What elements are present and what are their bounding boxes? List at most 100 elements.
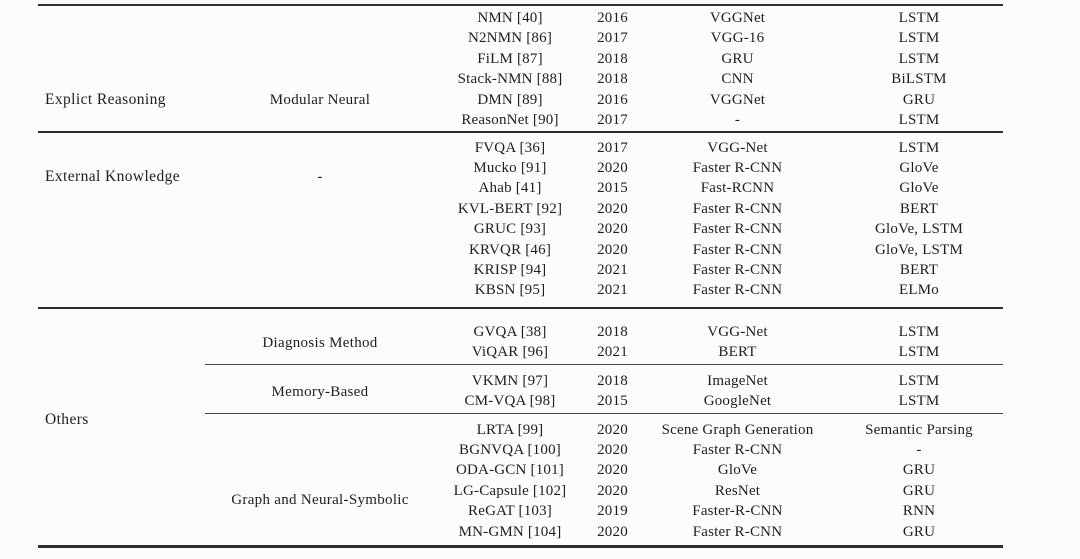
table-row: FVQA [36] 2017 VGG-Net LSTM xyxy=(435,138,1003,158)
visual-cell: GloVe xyxy=(717,462,758,479)
table-row: VKMN [97] 2018 ImageNet LSTM xyxy=(435,371,1003,391)
encoder-cell: RNN xyxy=(902,503,936,520)
year-cell: 2020 xyxy=(597,160,628,177)
encoder-cell: - xyxy=(916,442,922,459)
encoder-cell: LSTM xyxy=(898,9,940,26)
method-cell: N2NMN [86] xyxy=(467,30,553,47)
rule-section1-bottom xyxy=(38,131,1003,133)
visual-cell: Faster R-CNN xyxy=(692,262,783,279)
table-row: KBSN [95] 2021 Faster R-CNN ELMo xyxy=(435,281,1003,301)
year-cell: 2017 xyxy=(597,30,628,47)
encoder-cell: GRU xyxy=(902,462,936,479)
table-row: KVL-BERT [92] 2020 Faster R-CNN BERT xyxy=(435,199,1003,219)
method-cell: KVL-BERT [92] xyxy=(457,200,563,217)
visual-cell: ImageNet xyxy=(707,372,768,389)
method-cell: KBSN [95] xyxy=(474,282,546,299)
year-cell: 2020 xyxy=(597,421,628,438)
encoder-cell: GRU xyxy=(902,523,936,540)
section1-rows: NMN [40] 2016 VGGNet LSTM N2NMN [86] 201… xyxy=(435,8,1003,131)
method-cell: BGNVQA [100] xyxy=(459,442,561,459)
section3-graph-rows: LRTA [99] 2020 Scene Graph Generation Se… xyxy=(435,420,1003,542)
table-row: N2NMN [86] 2017 VGG-16 LSTM xyxy=(435,29,1003,50)
encoder-cell: GloVe xyxy=(899,160,939,177)
visual-cell: VGG-Net xyxy=(707,323,768,340)
visual-cell: CNN xyxy=(721,71,754,88)
year-cell: 2020 xyxy=(597,462,628,479)
encoder-cell: GloVe xyxy=(899,180,939,197)
method-cell: CM-VQA [98] xyxy=(464,393,556,410)
method-cell: Mucko [91] xyxy=(473,160,547,177)
year-cell: 2020 xyxy=(597,200,628,217)
section2-rows: FVQA [36] 2017 VGG-Net LSTM Mucko [91] 2… xyxy=(435,138,1003,301)
table-row: MN-GMN [104] 2020 Faster R-CNN GRU xyxy=(435,522,1003,542)
encoder-cell: LSTM xyxy=(898,50,940,67)
encoder-cell: BERT xyxy=(899,262,939,279)
method-cell: FVQA [36] xyxy=(474,139,546,156)
year-cell: 2016 xyxy=(597,9,628,26)
method-cell: LRTA [99] xyxy=(476,421,544,438)
table-row: DMN [89] 2016 VGGNet GRU xyxy=(435,90,1003,111)
year-cell: 2018 xyxy=(597,50,628,67)
visual-cell: VGG-Net xyxy=(707,139,768,156)
method-cell: ODA-GCN [101] xyxy=(455,462,564,479)
subcategory-diagnosis-method: Diagnosis Method xyxy=(262,335,378,351)
year-cell: 2019 xyxy=(597,503,628,520)
visual-cell: Fast-RCNN xyxy=(700,180,775,197)
method-cell: LG-Capsule [102] xyxy=(453,482,567,499)
table-row: GVQA [38] 2018 VGG-Net LSTM xyxy=(435,322,1003,342)
table-row: KRISP [94] 2021 Faster R-CNN BERT xyxy=(435,260,1003,280)
table-row: GRUC [93] 2020 Faster R-CNN GloVe, LSTM xyxy=(435,220,1003,240)
category-others: Others xyxy=(45,411,89,428)
method-cell: GRUC [93] xyxy=(473,221,547,238)
table-row: CM-VQA [98] 2015 GoogleNet LSTM xyxy=(435,391,1003,411)
year-cell: 2016 xyxy=(597,91,628,108)
method-cell: ReGAT [103] xyxy=(468,503,552,520)
encoder-cell: GRU xyxy=(902,91,936,108)
table-row: LRTA [99] 2020 Scene Graph Generation Se… xyxy=(435,420,1003,440)
method-cell: ReasonNet [90] xyxy=(461,112,559,129)
visual-cell: VGG-16 xyxy=(710,30,765,47)
year-cell: 2018 xyxy=(597,323,628,340)
year-cell: 2021 xyxy=(597,282,628,299)
visual-cell: GoogleNet xyxy=(703,393,772,410)
year-cell: 2017 xyxy=(597,112,628,129)
table-row: BGNVQA [100] 2020 Faster R-CNN - xyxy=(435,440,1003,460)
method-cell: VKMN [97] xyxy=(471,372,549,389)
visual-cell: VGGNet xyxy=(709,9,766,26)
rule-section2-bottom xyxy=(38,307,1003,309)
table-row: Stack-NMN [88] 2018 CNN BiLSTM xyxy=(435,70,1003,91)
year-cell: 2021 xyxy=(597,262,628,279)
year-cell: 2017 xyxy=(597,139,628,156)
method-cell: KRVQR [46] xyxy=(468,241,552,258)
method-cell: FiLM [87] xyxy=(477,50,543,67)
method-cell: ViQAR [96] xyxy=(471,344,549,361)
section3-diagnosis-rows: GVQA [38] 2018 VGG-Net LSTM ViQAR [96] 2… xyxy=(435,322,1003,363)
encoder-cell: LSTM xyxy=(898,139,940,156)
table-row: Ahab [41] 2015 Fast-RCNN GloVe xyxy=(435,179,1003,199)
subcategory-memory-based: Memory-Based xyxy=(271,384,369,400)
encoder-cell: LSTM xyxy=(898,323,940,340)
rule-top xyxy=(38,4,1003,6)
year-cell: 2020 xyxy=(597,482,628,499)
table-row: ReGAT [103] 2019 Faster-R-CNN RNN xyxy=(435,502,1003,522)
visual-cell: Faster R-CNN xyxy=(692,200,783,217)
encoder-cell: GloVe, LSTM xyxy=(874,221,964,238)
subcategory-modular-neural: Modular Neural xyxy=(269,92,371,108)
encoder-cell: LSTM xyxy=(898,112,940,129)
encoder-cell: BERT xyxy=(899,200,939,217)
method-cell: DMN [89] xyxy=(477,91,543,108)
rule-memory-bottom xyxy=(205,413,1003,415)
year-cell: 2015 xyxy=(597,393,628,410)
table-row: KRVQR [46] 2020 Faster R-CNN GloVe, LSTM xyxy=(435,240,1003,260)
visual-cell: Faster-R-CNN xyxy=(692,503,783,520)
subcategory-none: - xyxy=(317,169,323,185)
visual-cell: Faster R-CNN xyxy=(692,241,783,258)
method-cell: MN-GMN [104] xyxy=(458,523,562,540)
year-cell: 2021 xyxy=(597,344,628,361)
encoder-cell: LSTM xyxy=(898,372,940,389)
encoder-cell: LSTM xyxy=(898,344,940,361)
table-row: ODA-GCN [101] 2020 GloVe GRU xyxy=(435,461,1003,481)
year-cell: 2020 xyxy=(597,241,628,258)
visual-cell: Faster R-CNN xyxy=(692,282,783,299)
encoder-cell: GRU xyxy=(902,482,936,499)
